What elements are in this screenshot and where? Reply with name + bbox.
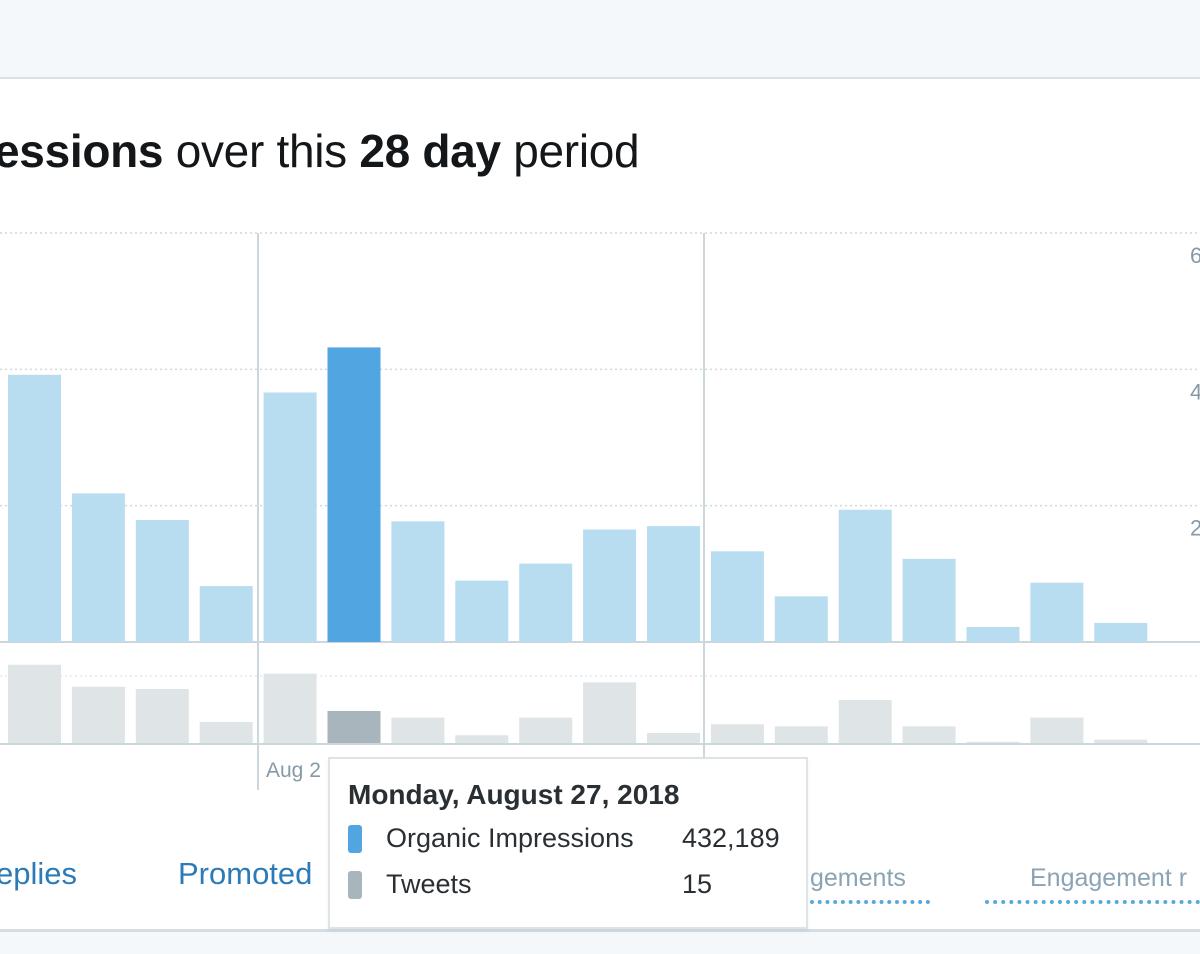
heading-bold-impressions: essions — [0, 125, 164, 177]
impression-bar — [71, 493, 125, 642]
tweet-bar — [1030, 717, 1084, 744]
impression-bar — [710, 551, 764, 642]
tweets-swatch — [348, 871, 362, 899]
tweet-bar — [838, 700, 892, 744]
tooltip-row-impressions: Organic Impressions 432,189 — [330, 823, 806, 857]
tweet-bar — [263, 673, 317, 744]
y-tick-label: 4 — [1190, 379, 1200, 404]
tab-engagements-underline — [810, 900, 930, 904]
impression-bar — [199, 586, 253, 642]
impression-bar — [455, 580, 509, 642]
impression-bar — [8, 374, 61, 642]
impression-bar — [391, 521, 445, 642]
tweet-bar — [199, 722, 253, 744]
card-bottom-border — [0, 929, 1200, 932]
tweet-bar — [774, 726, 828, 744]
tooltip-value: 15 — [682, 869, 713, 899]
impression-bar — [263, 392, 317, 642]
impression-bar — [327, 347, 381, 642]
tweet-bar — [519, 717, 573, 744]
tweet-bar — [902, 726, 956, 744]
tooltip-value: 432,189 — [682, 823, 780, 853]
impression-bar — [1030, 582, 1084, 642]
tweet-bar — [710, 724, 764, 744]
tab-engagements[interactable]: gements — [810, 864, 906, 892]
tooltip-row-tweets: Tweets 15 — [330, 869, 806, 903]
tweet-bar — [1094, 739, 1148, 744]
impression-bar — [519, 563, 573, 642]
top-bar — [0, 0, 1200, 79]
impression-bar — [1094, 622, 1148, 642]
tooltip-label: Organic Impressions — [386, 823, 634, 853]
heading-text-end: period — [500, 125, 640, 177]
tweet-bar — [647, 733, 700, 744]
tab-promoted[interactable]: Promoted — [178, 856, 313, 891]
y-tick-label: 6 — [1190, 243, 1200, 268]
impression-bar — [902, 558, 956, 642]
tweet-bar — [455, 735, 509, 744]
tab-engagement-rate-underline — [985, 900, 1200, 904]
tooltip-date: Monday, August 27, 2018 — [348, 779, 680, 810]
tweet-bar — [327, 711, 381, 744]
y-tick-label: 2 — [1190, 516, 1200, 541]
tweet-bar — [135, 689, 189, 744]
tweet-bar — [583, 682, 637, 744]
tab-engagement-rate[interactable]: Engagement r — [1030, 864, 1188, 892]
impression-bar — [966, 627, 1020, 642]
impression-bar — [583, 529, 637, 642]
heading-text: over this — [163, 125, 360, 177]
impression-bar — [774, 596, 828, 642]
chart-tooltip: Monday, August 27, 2018 Organic Impressi… — [328, 757, 808, 929]
impression-bar — [838, 509, 892, 642]
heading-bold-period: 28 day — [359, 125, 501, 177]
chart-heading: essions over this 28 day period — [0, 124, 640, 178]
tweet-bar — [8, 664, 61, 744]
impressions-swatch — [348, 825, 362, 853]
date-label: Aug 2 — [266, 759, 321, 782]
impression-bar — [647, 526, 700, 642]
tab-replies[interactable]: eplies — [0, 856, 77, 891]
tweet-bar — [966, 741, 1020, 744]
tooltip-label: Tweets — [386, 869, 472, 899]
tweet-bar — [71, 686, 125, 744]
tweet-bar — [391, 717, 445, 744]
impression-bar — [135, 519, 189, 642]
